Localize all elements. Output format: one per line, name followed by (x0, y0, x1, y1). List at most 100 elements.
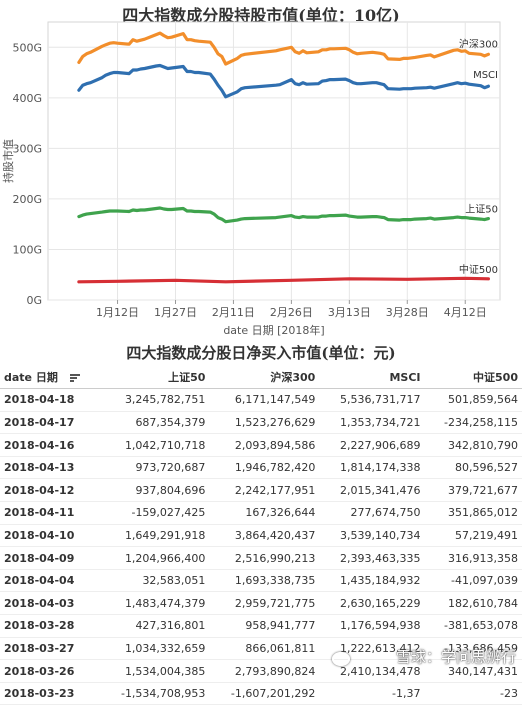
table-header-row: date 日期 上证50 沪深300 MSCI 中证500 (0, 366, 522, 390)
table-cell-date: 2018-03-27 (0, 637, 100, 661)
x-tick-label: 2月11日 (212, 306, 255, 319)
table-cell-date: 2018-04-10 (0, 524, 100, 548)
table-cell-value: 316,913,358 (424, 546, 522, 570)
table-cell-value: 1,176,594,938 (319, 614, 425, 638)
table-cell-value: -234,258,115 (424, 411, 522, 435)
x-axis-label: date 日期 [2018年] (223, 323, 324, 337)
table-cell-value: 2,516,990,213 (209, 546, 320, 570)
table-cell-value: 2,793,890,824 (209, 659, 320, 683)
table-cell-date: 2018-03-28 (0, 614, 100, 638)
column-header-sz50[interactable]: 上证50 (99, 366, 210, 390)
series-line-2 (77, 206, 490, 224)
table-cell-date: 2018-04-11 (0, 501, 100, 525)
table-cell-value: 6,171,147,549 (209, 388, 320, 412)
table-cell-value: -1,607,201,292 (209, 682, 320, 705)
table-cell-value: -1,534,708,953 (99, 682, 210, 705)
y-axis-label: 持股市值 (1, 139, 15, 183)
table-cell-value: 937,804,696 (99, 478, 210, 503)
table-cell-value: 1,814,174,338 (319, 456, 425, 480)
sort-icon[interactable] (69, 373, 80, 383)
y-tick-label: 300G (12, 142, 42, 155)
table-cell-value: 351,865,012 (424, 501, 522, 525)
series-label: 中证500 (459, 263, 498, 276)
table-cell-value: 866,061,811 (209, 637, 320, 661)
table-cell-value: 277,674,750 (319, 501, 425, 525)
x-tick-label: 1月12日 (96, 306, 139, 319)
table-cell-value: 1,483,474,379 (99, 591, 210, 616)
y-tick-label: 400G (12, 92, 42, 105)
table-cell-value: 80,596,527 (424, 456, 522, 480)
y-tick-label: 200G (12, 193, 42, 206)
table-cell-date: 2018-04-17 (0, 411, 100, 435)
column-header-zz500[interactable]: 中证500 (424, 366, 522, 390)
table-row: 2018-04-10 1,649,291,918 3,864,420,437 3,53… (0, 524, 522, 548)
table-cell-value: 3,245,782,751 (99, 388, 210, 412)
table-cell-date: 2018-03-26 (0, 659, 100, 683)
table-cell-value: 3,864,420,437 (209, 524, 320, 548)
table-row: 2018-03-23 -1,534,708,953 -1,607,201,292 -1… (0, 682, 522, 705)
plot-area (47, 21, 501, 301)
table-cell-value: 1,204,966,400 (99, 546, 210, 570)
table-cell-value: 958,941,777 (209, 614, 320, 638)
y-tick-label: 100G (12, 243, 42, 256)
series-label: 上证50 (465, 204, 498, 216)
table-cell-value: -1,37 (319, 682, 425, 705)
table-cell-value: -159,027,425 (99, 501, 210, 525)
table-cell-value: 2,242,177,951 (209, 478, 320, 503)
chart-title: 四大指数成分股持股市值(单位：10亿) (122, 6, 400, 25)
table-cell-value: 427,316,801 (99, 614, 210, 638)
table-row: 2018-04-04 32,583,051 1,693,338,735 1,435,1… (0, 569, 522, 593)
column-header-hs300[interactable]: 沪深300 (209, 366, 320, 390)
table-cell-value: 1,034,332,659 (99, 637, 210, 661)
table-row: 2018-04-12 937,804,696 2,242,177,951 2,015,… (0, 478, 522, 503)
table-row: 2018-04-09 1,204,966,400 2,516,990,213 2,39… (0, 546, 522, 570)
table-title: 四大指数成分股日净买入市值(单位：元) (126, 344, 396, 362)
series-line-3 (77, 276, 490, 284)
table-cell-date: 2018-04-09 (0, 546, 100, 570)
table-cell-value: 1,649,291,918 (99, 524, 210, 548)
table-cell-value: 182,610,784 (424, 591, 522, 616)
table-cell-value: 1,353,734,721 (319, 411, 425, 435)
table-cell-value: -41,097,039 (424, 569, 522, 593)
table-cell-value: 1,693,338,735 (209, 569, 320, 593)
table-cell-value: 1,946,782,420 (209, 456, 320, 480)
series-label: MSCI (473, 70, 498, 81)
table-row: 2018-04-17 687,354,379 1,523,276,629 1,353,… (0, 411, 522, 435)
table-row: 2018-04-13 973,720,687 1,946,782,420 1,814,… (0, 456, 522, 480)
series-line-1 (77, 63, 490, 99)
series-line-0 (77, 31, 490, 66)
y-tick-label: 0G (26, 294, 42, 307)
table-row: 2018-03-27 1,034,332,659 866,061,811 1,222,… (0, 637, 522, 661)
line-chart: 0G 100G 200G 300G 400G 500G 1月12日 1月27日 2月11日 2月2… (1, 21, 501, 337)
table-cell-value: -133,686,459 (424, 637, 522, 661)
watermark: 雪球：学问思辨行 (395, 648, 516, 666)
table-cell-value: 2,093,894,586 (209, 433, 320, 457)
table-row: 2018-04-03 1,483,474,379 2,959,721,775 2,63… (0, 591, 522, 616)
table-row: 2018-04-11 -159,027,425 167,326,644 277,674… (0, 501, 522, 525)
table-row: 2018-03-28 427,316,801 958,941,777 1,176,59… (0, 614, 522, 638)
column-header-date-label: date 日期 (4, 371, 58, 385)
table-cell-value: -381,653,078 (424, 614, 522, 638)
column-header-date[interactable]: date 日期 (0, 366, 100, 390)
x-tick-label: 3月28日 (386, 306, 429, 319)
x-tick-label: 4月12日 (444, 306, 487, 319)
series-label: 沪深300 (459, 37, 498, 50)
table-cell-value: 342,810,790 (424, 433, 522, 457)
table-cell-date: 2018-04-03 (0, 591, 100, 616)
table-cell-value: 1,435,184,932 (319, 569, 425, 593)
table-cell-value: 1,042,710,718 (99, 433, 210, 457)
x-tick-label: 3月13日 (328, 306, 371, 319)
table-row: 2018-04-16 1,042,710,718 2,093,894,586 2,22… (0, 433, 522, 457)
table-cell-value: 2,630,165,229 (319, 591, 425, 616)
table-cell-value: 1,534,004,385 (99, 659, 210, 683)
table-cell-value: 57,219,491 (424, 524, 522, 548)
xueqiu-logo-icon (332, 652, 350, 666)
table-cell-date: 2018-04-12 (0, 478, 100, 503)
table-row: 2018-04-18 3,245,782,751 6,171,147,549 5,53… (0, 388, 522, 412)
column-header-msci[interactable]: MSCI (319, 366, 425, 390)
table-cell-value: -23 (424, 682, 522, 705)
table-cell-value: 167,326,644 (209, 501, 320, 525)
table-cell-value: 1,523,276,629 (209, 411, 320, 435)
table-cell-date: 2018-04-13 (0, 456, 100, 480)
table-cell-value: 2,015,341,476 (319, 478, 425, 503)
